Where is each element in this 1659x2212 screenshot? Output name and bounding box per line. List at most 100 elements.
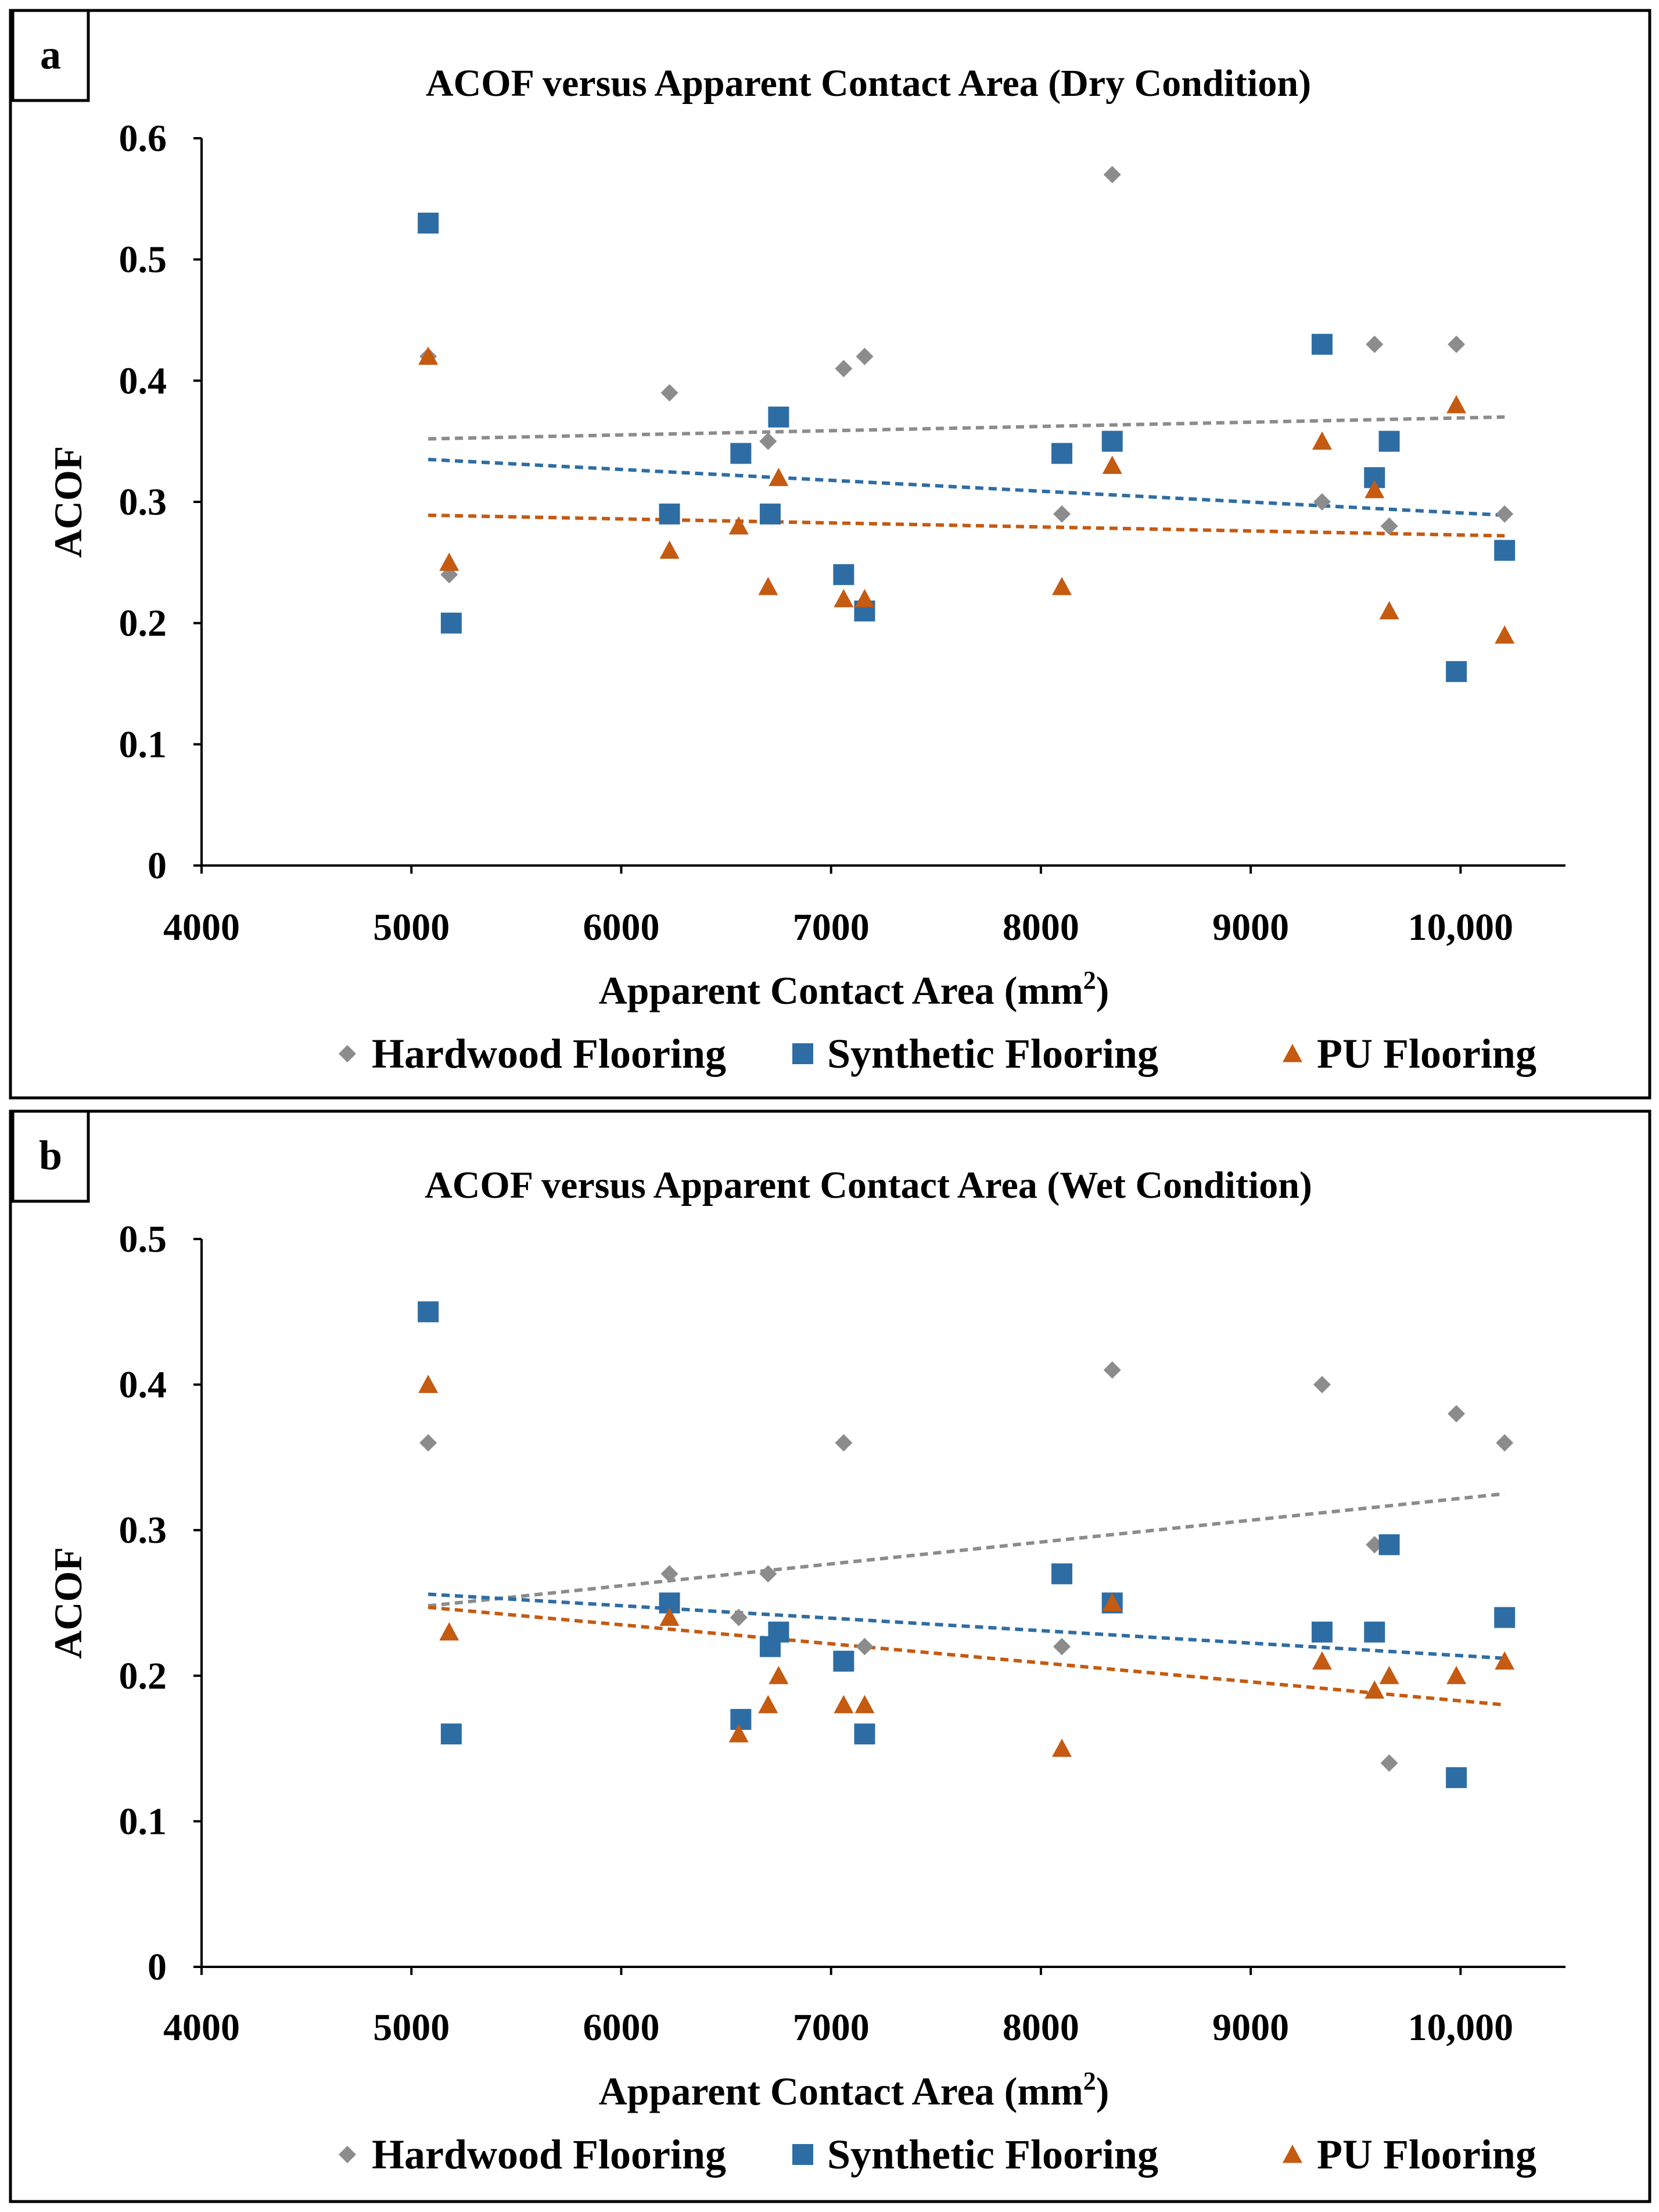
x-axis-label: Apparent Contact Area (mm2)	[599, 2067, 1109, 2113]
x-axis-label: Apparent Contact Area (mm2)	[599, 966, 1109, 1012]
x-tick-label: 7000	[793, 2006, 870, 2049]
y-axis-label: ACOF	[46, 1547, 90, 1659]
point-pu-flooring	[854, 588, 875, 608]
series-hardwood-flooring	[419, 166, 1514, 584]
point-hardwood-flooring	[1496, 1434, 1514, 1452]
x-tick-label: 8000	[1003, 2006, 1079, 2049]
x-tick-label: 10,000	[1408, 906, 1514, 949]
point-pu-flooring	[769, 468, 789, 486]
trendline-hardwood-flooring	[428, 1492, 1505, 1608]
trendline-pu-flooring	[428, 513, 1505, 538]
x-tick-label: 7000	[793, 906, 870, 949]
point-synthetic-flooring	[833, 1650, 854, 1672]
point-pu-flooring	[418, 1374, 439, 1394]
point-synthetic-flooring	[440, 612, 462, 634]
point-pu-flooring	[834, 588, 854, 608]
x-tick-label: 6000	[583, 2006, 659, 2049]
panel-label: b	[39, 1132, 62, 1179]
point-pu-flooring	[1495, 625, 1515, 644]
point-synthetic-flooring	[1051, 1563, 1073, 1585]
point-pu-flooring	[758, 1694, 778, 1714]
legend-entry-hardwood-flooring: Hardwood Flooring	[372, 2131, 726, 2178]
point-synthetic-flooring	[1494, 1607, 1516, 1628]
point-pu-flooring	[1312, 1651, 1332, 1670]
point-hardwood-flooring	[835, 1434, 853, 1452]
x-tick-label: 6000	[583, 906, 659, 949]
panel-label-box	[11, 1109, 90, 1203]
point-synthetic-flooring	[768, 406, 789, 428]
legend-entry-hardwood-flooring: Hardwood Flooring	[372, 1030, 726, 1077]
point-pu-flooring	[769, 1665, 789, 1685]
point-synthetic-flooring	[730, 443, 752, 464]
point-hardwood-flooring	[1448, 335, 1466, 353]
panel-b: b ACOF versus Apparent Contact Area (Wet …	[9, 1109, 1651, 2203]
point-hardwood-flooring	[660, 1565, 678, 1583]
x-tick-label: 8000	[1003, 906, 1079, 949]
y-tick-label: 0.5	[119, 239, 167, 281]
point-hardwood-flooring	[660, 384, 678, 402]
legend-marker-hardwood-flooring	[339, 2146, 356, 2163]
trendline-hardwood-flooring	[428, 415, 1505, 441]
point-hardwood-flooring	[1366, 335, 1384, 353]
point-synthetic-flooring	[440, 1723, 462, 1745]
y-axis-label: ACOF	[46, 446, 90, 558]
point-synthetic-flooring	[418, 213, 439, 234]
point-pu-flooring	[418, 346, 439, 365]
point-hardwood-flooring	[1313, 1376, 1331, 1394]
point-pu-flooring	[659, 540, 680, 559]
trendline-synthetic-flooring	[428, 1592, 1505, 1660]
point-hardwood-flooring	[1103, 1361, 1121, 1379]
y-tick-label: 0.4	[119, 1364, 167, 1406]
x-tick-label: 5000	[373, 2006, 450, 2049]
legend-marker-hardwood-flooring	[339, 1045, 356, 1062]
point-pu-flooring	[1446, 395, 1467, 414]
series-synthetic-flooring	[418, 213, 1516, 683]
point-pu-flooring	[1102, 1593, 1122, 1611]
x-axis-label-close: )	[1096, 968, 1109, 1012]
y-tick-label: 0	[148, 845, 167, 887]
point-pu-flooring	[439, 552, 459, 571]
point-pu-flooring	[659, 1607, 680, 1626]
series-pu-flooring	[418, 346, 1515, 644]
trendline-pu-flooring	[428, 1606, 1505, 1707]
point-synthetic-flooring	[1494, 540, 1516, 561]
y-tick-label: 0.2	[119, 1655, 167, 1697]
point-pu-flooring	[1446, 1665, 1467, 1685]
y-tick-label: 0.1	[119, 1800, 167, 1843]
point-hardwood-flooring	[1448, 1405, 1466, 1423]
point-pu-flooring	[1052, 577, 1072, 595]
legend-entry-synthetic-flooring: Synthetic Flooring	[827, 1030, 1158, 1077]
point-synthetic-flooring	[1364, 1621, 1385, 1643]
point-pu-flooring	[1379, 1665, 1399, 1685]
point-pu-flooring	[1379, 601, 1399, 620]
point-synthetic-flooring	[1446, 1767, 1467, 1789]
point-synthetic-flooring	[1051, 443, 1073, 464]
point-hardwood-flooring	[1103, 166, 1121, 184]
trendline-synthetic-flooring	[428, 457, 1505, 517]
chart-title: ACOF versus Apparent Contact Area (Wet C…	[425, 1164, 1312, 1206]
legend-entry-pu-flooring: PU Flooring	[1317, 1030, 1536, 1077]
legend-entry-synthetic-flooring: Synthetic Flooring	[827, 2131, 1158, 2178]
point-pu-flooring	[1052, 1739, 1072, 1757]
point-synthetic-flooring	[1311, 1621, 1333, 1643]
panel-frame	[9, 1109, 1651, 2203]
point-synthetic-flooring	[759, 503, 781, 525]
legend: Hardwood Flooring Synthetic Flooring PU Fl…	[339, 1030, 1536, 1077]
point-hardwood-flooring	[759, 432, 777, 450]
point-synthetic-flooring	[659, 503, 680, 525]
legend-marker-pu-flooring	[1283, 2145, 1302, 2163]
point-hardwood-flooring	[856, 347, 874, 365]
point-pu-flooring	[439, 1622, 459, 1641]
point-pu-flooring	[1364, 1680, 1385, 1699]
panel-label-box	[11, 9, 90, 102]
point-synthetic-flooring	[1378, 1534, 1400, 1556]
point-pu-flooring	[728, 1724, 749, 1743]
y-tick-label: 0.1	[119, 723, 167, 766]
point-pu-flooring	[1364, 480, 1385, 498]
y-tick-label: 0.3	[119, 481, 167, 523]
point-synthetic-flooring	[833, 564, 854, 586]
point-synthetic-flooring	[1446, 661, 1467, 683]
x-tick-label: 5000	[373, 906, 450, 949]
x-axis-label-text: Apparent Contact Area (mm	[599, 2069, 1083, 2113]
